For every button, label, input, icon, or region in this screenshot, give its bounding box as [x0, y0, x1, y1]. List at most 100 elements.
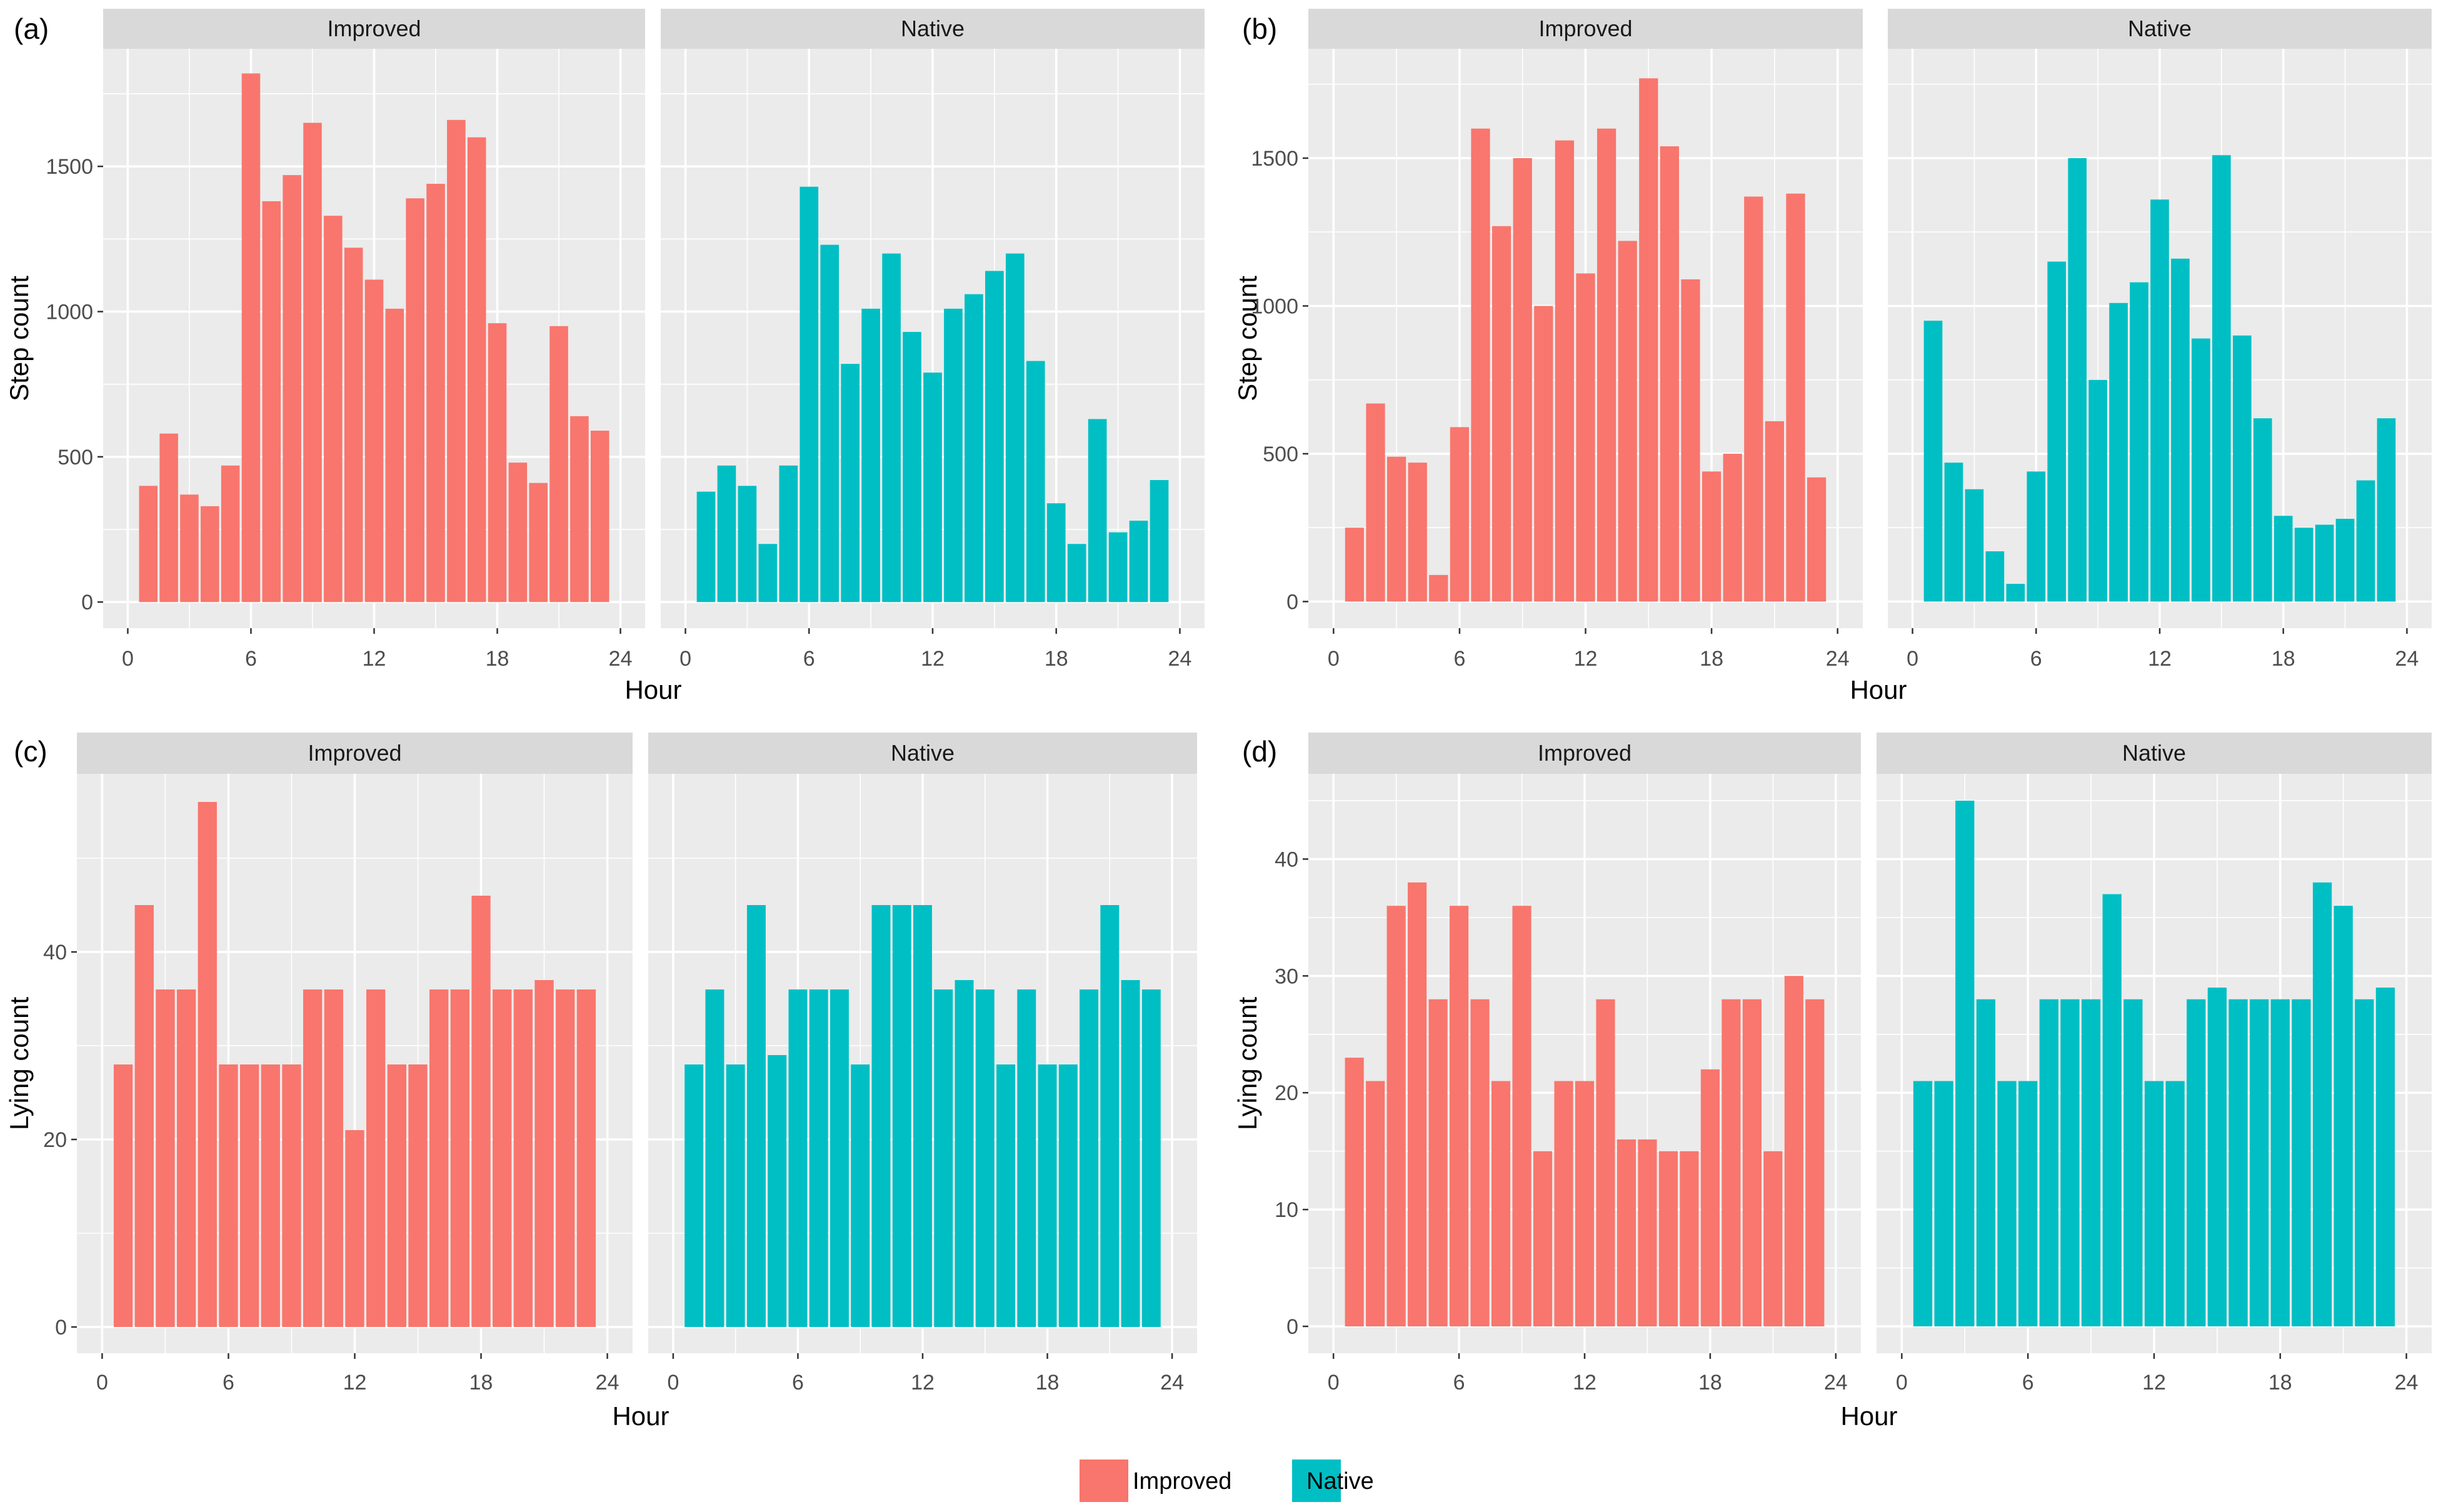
x-tick-label: 12 [2142, 1371, 2166, 1394]
bar [1660, 146, 1680, 602]
bar [1058, 1064, 1078, 1327]
bar [1723, 453, 1742, 602]
bar [570, 416, 589, 603]
x-tick-label: 12 [921, 647, 945, 671]
bar [1141, 989, 1161, 1327]
bar [746, 905, 766, 1327]
bar [1763, 1151, 1783, 1327]
bar [1722, 999, 1741, 1327]
x-tick-label: 24 [596, 1371, 619, 1394]
bar [113, 1064, 133, 1327]
y-tick-label: 0 [81, 591, 93, 614]
chart-panel-1: (a) Improved 0 6 12 18 24 0 500 1000 1500 Native 0 6 1… [4, 9, 1205, 704]
legend-label: Native [1306, 1468, 1374, 1494]
bar [2253, 418, 2272, 602]
panel-label: (c) [14, 735, 48, 768]
bar [2165, 1081, 2185, 1327]
facet-improved: Improved 0 6 12 18 24 0 20 40 [43, 733, 633, 1394]
bar [2047, 261, 2067, 602]
bar [1944, 463, 1963, 602]
facet-strip-label: Improved [308, 740, 401, 766]
x-tick-label: 0 [1907, 647, 1918, 671]
bar [882, 253, 901, 603]
bar [426, 184, 445, 603]
chart-panel-3: (c) Improved 0 6 12 18 24 0 20 40 Native 0 6 12 18 24 Ho… [4, 733, 1197, 1431]
bar [820, 244, 840, 603]
bar [1786, 193, 1805, 602]
bar [1985, 551, 2005, 602]
bar [2027, 471, 2046, 602]
bar [1534, 306, 1553, 602]
bar [923, 373, 942, 603]
x-tick-label: 12 [343, 1371, 367, 1394]
panel-label: (a) [14, 13, 49, 45]
bar [282, 1064, 301, 1327]
bar [2207, 988, 2227, 1327]
bar [2232, 335, 2252, 602]
panel-label: (b) [1242, 13, 1277, 45]
bar [1805, 999, 1825, 1327]
bar [2294, 528, 2313, 602]
bar [1765, 421, 1785, 602]
bar [726, 1064, 745, 1327]
bar [851, 1064, 870, 1327]
x-axis-title: Hour [624, 675, 681, 704]
bar [1450, 427, 1470, 602]
bar [408, 1064, 428, 1327]
bar [345, 1130, 364, 1327]
bar [1997, 1081, 2017, 1327]
bar [576, 989, 596, 1327]
x-tick-label: 18 [1045, 647, 1068, 671]
bar [1596, 128, 1616, 602]
bar [1965, 489, 1984, 602]
bar [2123, 999, 2143, 1327]
x-tick-label: 0 [1328, 647, 1340, 671]
bar [1088, 419, 1107, 603]
bar [241, 73, 261, 603]
y-tick-label: 500 [58, 446, 93, 469]
bar [1913, 1081, 1933, 1327]
bar [799, 186, 819, 603]
bar [2006, 584, 2025, 602]
bar [303, 123, 322, 603]
legend-item-improved: Improved [1080, 1459, 1231, 1502]
x-tick-label: 6 [223, 1371, 234, 1394]
bar [447, 119, 466, 603]
chart-panel-2: (b) Improved 0 6 12 18 24 0 500 1000 1500 Native 0 6 1… [1233, 9, 2432, 704]
bar [488, 323, 507, 603]
y-tick-label: 10 [1275, 1198, 1298, 1222]
bar [1408, 463, 1427, 602]
bar [1700, 1069, 1720, 1327]
bar [738, 486, 757, 603]
facet-strip [1308, 9, 1863, 49]
bar [2018, 1081, 2038, 1327]
x-tick-label: 12 [363, 647, 386, 671]
y-tick-label: 500 [1263, 443, 1298, 466]
x-tick-label: 0 [96, 1371, 108, 1394]
bar [450, 989, 470, 1327]
bar [303, 989, 323, 1327]
x-tick-label: 6 [803, 647, 815, 671]
x-tick-label: 24 [1160, 1371, 1184, 1394]
bar [913, 905, 932, 1327]
panel-label: (d) [1242, 735, 1277, 768]
bar [590, 431, 609, 603]
bar [2130, 282, 2148, 602]
bar [1575, 1081, 1595, 1327]
x-tick-label: 12 [1574, 647, 1598, 671]
bar [2192, 338, 2210, 602]
legend-swatch [1080, 1459, 1128, 1502]
x-tick-label: 24 [1168, 647, 1192, 671]
bar [965, 294, 983, 603]
facet-native: Native 0 6 12 18 24 [648, 733, 1197, 1394]
facet-strip [1877, 733, 2432, 774]
legend-item-native: Native [1292, 1459, 1374, 1502]
y-tick-label: 0 [1286, 590, 1298, 614]
bar [841, 364, 860, 603]
bar [1017, 989, 1036, 1327]
bar [1618, 241, 1637, 602]
bar [1955, 800, 1975, 1327]
bar [429, 989, 449, 1327]
x-tick-label: 6 [245, 647, 257, 671]
x-tick-label: 18 [2268, 1371, 2292, 1394]
